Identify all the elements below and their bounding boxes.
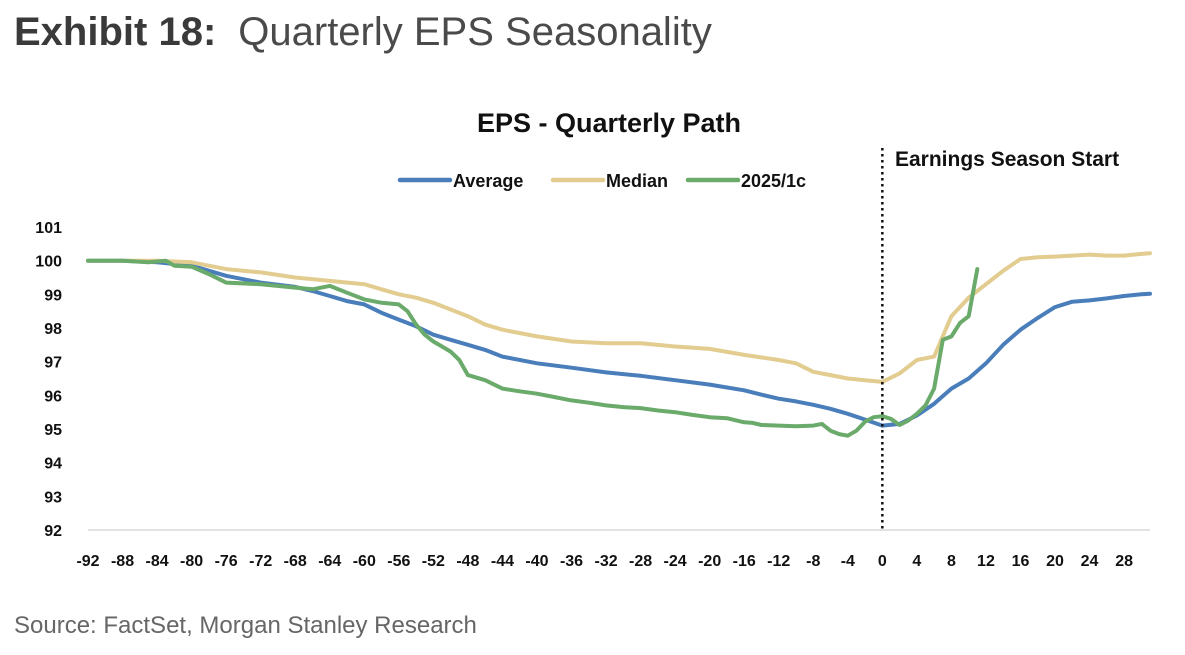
x-tick-label: -44 — [491, 553, 514, 570]
x-tick-label: 28 — [1115, 553, 1133, 570]
chart-legend: Average Median 2025/1c — [397, 171, 806, 191]
x-tick-label: -72 — [249, 553, 272, 570]
x-tick-label: 0 — [878, 553, 887, 570]
earnings-season-label: Earnings Season Start — [895, 148, 1119, 171]
y-tick-label: 99 — [44, 287, 62, 304]
x-tick-label: -88 — [111, 553, 134, 570]
exhibit-label: Exhibit 18: — [14, 10, 217, 54]
x-tick-label: -32 — [594, 553, 617, 570]
earnings-season-annotation: Earnings Season Start — [881, 148, 1119, 530]
x-tick-label: -76 — [215, 553, 238, 570]
x-tick-label: -48 — [456, 553, 479, 570]
x-tick-label: 4 — [912, 553, 921, 570]
y-tick-label: 96 — [44, 388, 62, 405]
exhibit-header: Exhibit 18: Quarterly EPS Seasonality — [14, 10, 712, 55]
x-tick-label: -84 — [146, 553, 169, 570]
legend-label-2025-1c: 2025/1c — [741, 171, 806, 191]
x-tick-label: -64 — [318, 553, 341, 570]
x-tick-label: -20 — [698, 553, 721, 570]
x-tick-label: -4 — [841, 553, 855, 570]
series-line-2025-1c — [86, 258, 980, 438]
source-note: Source: FactSet, Morgan Stanley Research — [14, 612, 477, 639]
x-tick-label: -28 — [629, 553, 652, 570]
y-tick-label: 98 — [44, 321, 62, 338]
chart-series — [86, 251, 1152, 438]
x-tick-label: -52 — [422, 553, 445, 570]
y-tick-label: 95 — [44, 422, 62, 439]
x-tick-label: -24 — [664, 553, 687, 570]
x-tick-label: -92 — [76, 553, 99, 570]
x-tick-label: -68 — [284, 553, 307, 570]
x-tick-label: 12 — [977, 553, 995, 570]
x-tick-label: 24 — [1081, 553, 1099, 570]
x-tick-label: -16 — [733, 553, 756, 570]
x-tick-label: -8 — [806, 553, 820, 570]
x-tick-label: -36 — [560, 553, 583, 570]
x-tick-label: -80 — [180, 553, 203, 570]
series-line-median — [86, 251, 1152, 384]
x-tick-label: 20 — [1046, 553, 1064, 570]
y-tick-label: 94 — [44, 456, 62, 473]
x-tick-label: -60 — [353, 553, 376, 570]
y-tick-label: 93 — [44, 489, 62, 506]
legend-label-median: Median — [606, 171, 668, 191]
exhibit-title: Quarterly EPS Seasonality — [238, 10, 712, 54]
y-tick-label: 101 — [35, 220, 62, 237]
y-tick-label: 100 — [35, 254, 62, 271]
legend-label-average: Average — [453, 171, 523, 191]
chart-title: EPS - Quarterly Path — [477, 108, 741, 138]
y-tick-label: 97 — [44, 355, 62, 372]
series-line-average — [86, 258, 1152, 428]
x-tick-label: 8 — [947, 553, 956, 570]
x-tick-label: -40 — [525, 553, 548, 570]
x-tick-label: -12 — [767, 553, 790, 570]
x-tick-label: -56 — [387, 553, 410, 570]
x-tick-label: 16 — [1012, 553, 1030, 570]
y-tick-label: 92 — [44, 523, 62, 540]
